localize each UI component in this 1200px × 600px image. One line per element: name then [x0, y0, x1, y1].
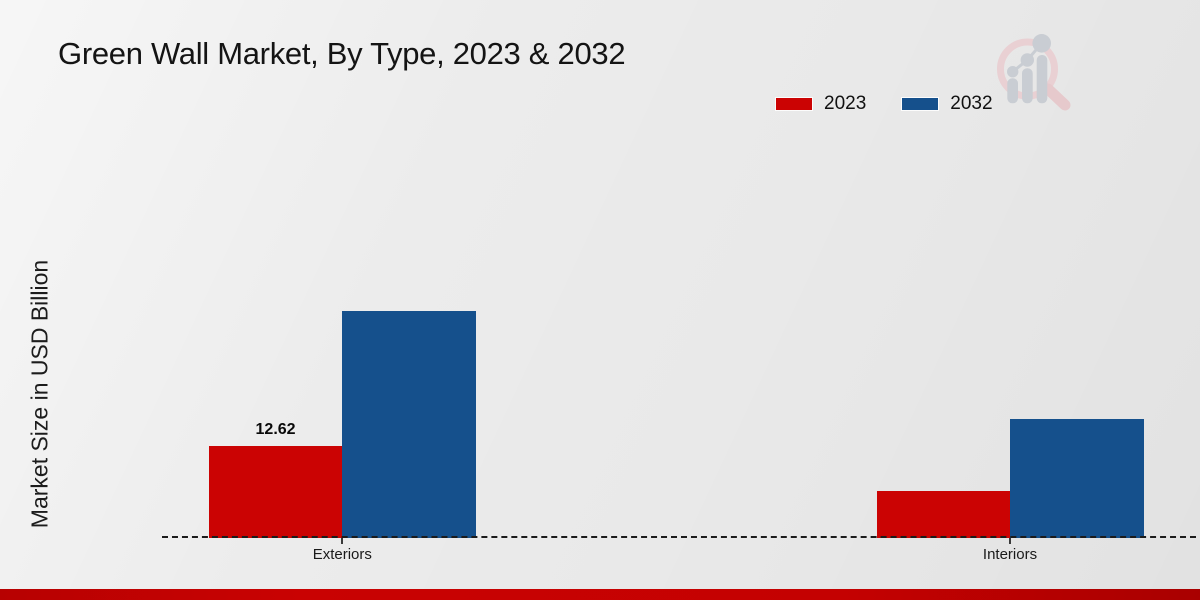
- bar-2032-exteriors: [342, 311, 476, 538]
- x-axis-tick-exteriors: [341, 538, 344, 544]
- x-axis-baseline: [162, 536, 1196, 538]
- bar-2023-exteriors: [208, 446, 343, 538]
- chart-title: Green Wall Market, By Type, 2023 & 2032: [58, 36, 626, 71]
- legend-swatch-2032: [901, 96, 940, 111]
- bar-value-label-2023-exteriors: 12.62: [255, 421, 296, 439]
- legend: 2023 2032: [775, 93, 993, 114]
- bottom-accent-bar: [0, 589, 1200, 600]
- bar-2032-interiors: [1010, 419, 1144, 538]
- x-axis-tick-interiors: [1009, 538, 1011, 544]
- bar-2023-interiors: [876, 490, 1010, 538]
- legend-label-2023: 2023: [824, 93, 867, 114]
- category-label-interiors: Interiors: [982, 546, 1038, 563]
- legend-label-2032: 2032: [950, 93, 993, 114]
- legend-swatch-2023: [775, 96, 813, 111]
- magnifier-chart-logo-icon: [997, 34, 1071, 111]
- legend-item-2023: 2023: [775, 93, 867, 114]
- category-label-exteriors: Exteriors: [312, 546, 372, 563]
- legend-item-2032: 2032: [901, 93, 993, 114]
